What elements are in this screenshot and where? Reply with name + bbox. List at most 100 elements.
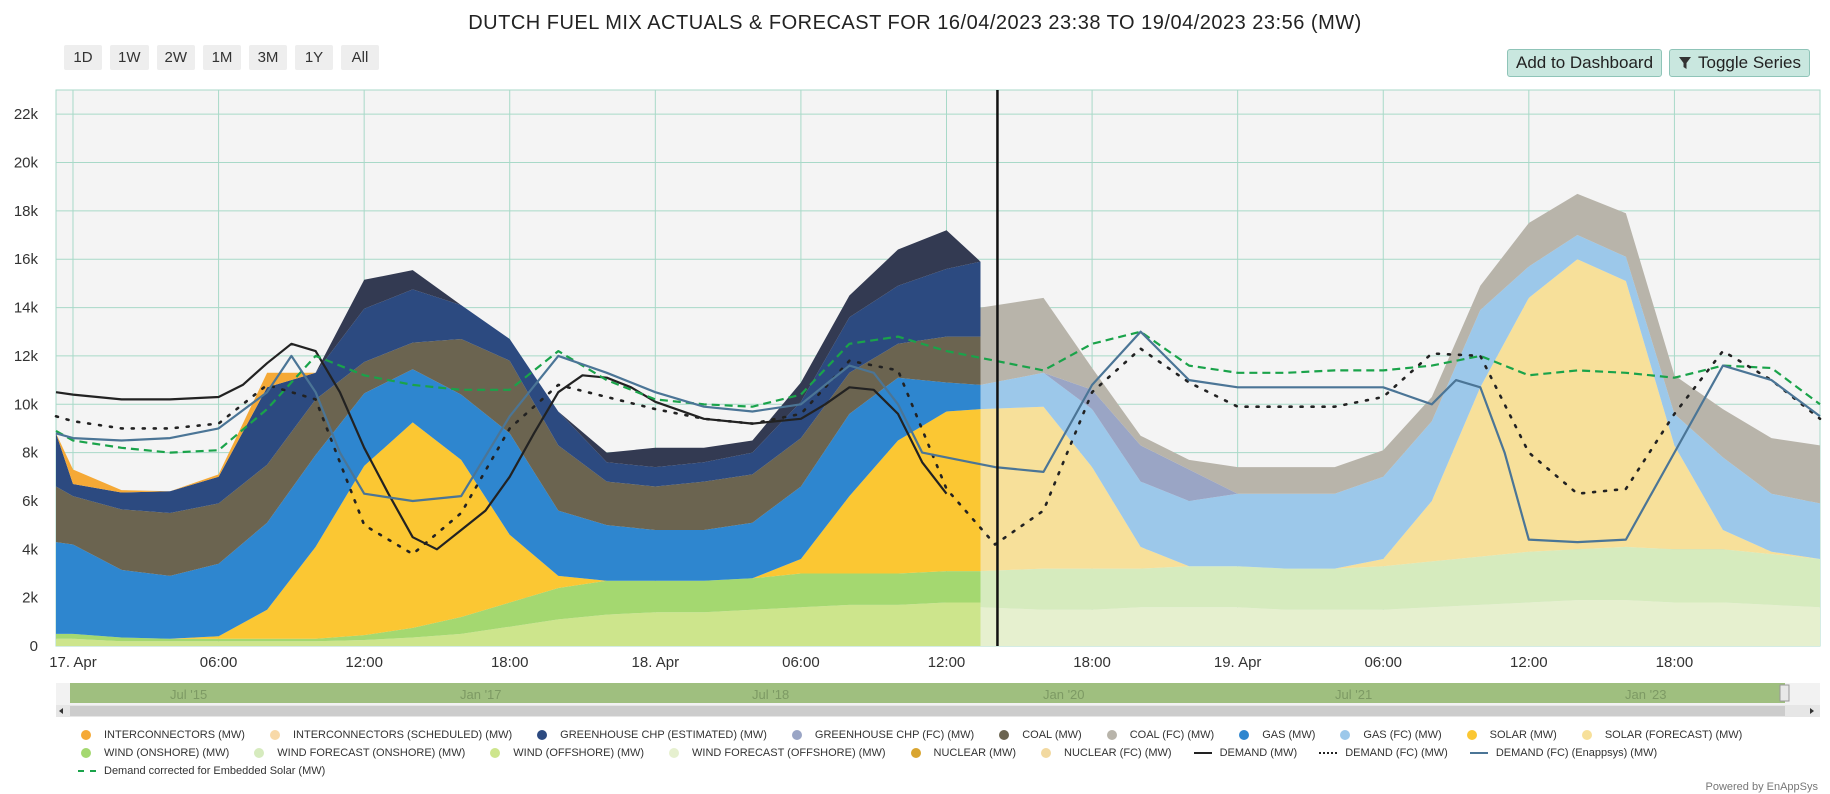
range-1m-button[interactable]: 1M (203, 45, 241, 70)
legend-item[interactable]: SOLAR (MW) (1464, 728, 1557, 742)
legend-swatch-icon (78, 747, 96, 759)
legend-label: INTERCONNECTORS (MW) (104, 729, 245, 741)
legend-item[interactable]: COAL (MW) (996, 728, 1082, 742)
legend: INTERCONNECTORS (MW) INTERCONNECTORS (SCH… (78, 728, 1798, 782)
forecast-area-gas-fc-mw (980, 235, 1820, 569)
legend-swatch-icon (1236, 729, 1254, 741)
legend-label: DEMAND (MW) (1219, 747, 1298, 759)
x-tick-label: 12:00 (1510, 654, 1548, 671)
navigator-handle (1779, 684, 1790, 702)
legend-swatch-icon (1193, 747, 1212, 759)
x-tick-label: 12:00 (928, 654, 966, 671)
range-1y-button[interactable]: 1Y (295, 45, 333, 70)
legend-label: SOLAR (MW) (1489, 729, 1557, 741)
legend-swatch-icon (1579, 729, 1597, 741)
legend-swatch-icon (78, 729, 96, 741)
legend-item[interactable]: SOLAR (FORECAST) (MW) (1579, 728, 1743, 742)
legend-item[interactable]: Demand corrected for Embedded Solar (MW) (78, 764, 325, 778)
navigator-date-label: Jan '17 (460, 687, 502, 702)
legend-label: GAS (MW) (1262, 729, 1316, 741)
legend-label: WIND FORECAST (ONSHORE) (MW) (277, 747, 466, 759)
legend-swatch-icon (78, 765, 96, 777)
legend-swatch-icon (534, 729, 552, 741)
legend-item[interactable]: WIND FORECAST (ONSHORE) (MW) (251, 746, 465, 760)
range-2w-button[interactable]: 2W (156, 45, 195, 70)
legend-item[interactable]: NUCLEAR (MW) (908, 746, 1016, 760)
navigator[interactable]: Jul '15 Jan '17 Jul '18 Jan '20 Jul '21 Jan '… (56, 683, 1820, 717)
add-to-dashboard-button[interactable]: Add to Dashboard (1507, 49, 1663, 77)
navigator-scrollbar-thumb (70, 706, 1785, 716)
legend-row: Demand corrected for Embedded Solar (MW) (78, 764, 1798, 778)
y-tick-label: 0 (30, 638, 38, 655)
x-tick-label: 06:00 (1364, 654, 1402, 671)
legend-label: Demand corrected for Embedded Solar (MW) (104, 765, 326, 777)
scroll-right-icon (1810, 708, 1814, 714)
x-tick-label: 18. Apr (632, 654, 680, 671)
y-tick-label: 2k (22, 590, 38, 607)
legend-item[interactable]: WIND (ONSHORE) (MW) (78, 746, 229, 760)
legend-label: GREENHOUSE CHP (FC) (MW) (814, 729, 975, 741)
powered-by: Powered by EnAppSys (1705, 781, 1818, 793)
stacked-areas (56, 193, 1820, 646)
legend-item[interactable]: WIND FORECAST (OFFSHORE) (MW) (666, 746, 886, 760)
legend-item[interactable]: GREENHOUSE CHP (ESTIMATED) (MW) (534, 728, 767, 742)
forecast-area-coal-fc-mw (980, 193, 1820, 504)
legend-item[interactable]: INTERCONNECTORS (MW) (78, 728, 245, 742)
legend-item[interactable]: COAL (FC) (MW) (1104, 728, 1215, 742)
y-tick-label: 4k (22, 541, 38, 558)
legend-swatch-icon (1038, 747, 1056, 759)
y-tick-label: 14k (14, 300, 39, 317)
legend-item[interactable]: NUCLEAR (FC) (MW) (1038, 746, 1172, 760)
range-all-button[interactable]: All (341, 45, 379, 70)
y-tick-label: 18k (14, 203, 39, 220)
x-tick-label: 06:00 (200, 654, 238, 671)
fuel-mix-chart[interactable]: 0 2k 4k 6k 8k 10k 12k 14k 16k 18k 20k 22k 17. Apr 06:… (0, 80, 1830, 726)
forecast-area-wind-forecast-onshore-mw (980, 546, 1820, 610)
navigator-date-label: Jul '15 (170, 687, 207, 702)
legend-label: WIND (OFFSHORE) (MW) (513, 747, 645, 759)
navigator-date-label: Jan '23 (1625, 687, 1667, 702)
legend-label: SOLAR (FORECAST) (MW) (1604, 729, 1743, 741)
legend-item[interactable]: GAS (FC) (MW) (1337, 728, 1442, 742)
actual-area-solar-mw (56, 409, 981, 639)
legend-swatch-icon (487, 747, 505, 759)
legend-swatch-icon (251, 747, 269, 759)
legend-item[interactable]: DEMAND (MW) (1193, 746, 1298, 760)
range-1d-button[interactable]: 1D (64, 45, 102, 70)
chart-title: DUTCH FUEL MIX ACTUALS & FORECAST FOR 16… (468, 12, 1362, 34)
range-3m-button[interactable]: 3M (249, 45, 287, 70)
y-tick-label: 8k (22, 445, 38, 462)
actual-area-wind-offshore-mw (56, 602, 981, 646)
x-tick-label: 18:00 (491, 654, 529, 671)
legend-swatch-icon (908, 747, 926, 759)
x-tick-label: 06:00 (782, 654, 820, 671)
filter-icon (1679, 57, 1691, 69)
legend-item[interactable]: INTERCONNECTORS (SCHEDULED) (MW) (267, 728, 512, 742)
scroll-left-icon (59, 708, 63, 714)
legend-item[interactable]: DEMAND (FC) (MW) (1319, 746, 1448, 760)
toggle-series-button[interactable]: Toggle Series (1669, 49, 1811, 77)
legend-label: DEMAND (FC) (MW) (1345, 747, 1448, 759)
demand-lines (54, 90, 1822, 646)
legend-label: WIND FORECAST (OFFSHORE) (MW) (692, 747, 886, 759)
x-tick-label: 19. Apr (1214, 654, 1262, 671)
range-1w-button[interactable]: 1W (110, 45, 149, 70)
legend-label: COAL (FC) (MW) (1129, 729, 1215, 741)
y-tick-label: 10k (14, 396, 39, 413)
line-demand-fc-enappsys-mw (55, 330, 1821, 544)
legend-item[interactable]: GREENHOUSE CHP (FC) (MW) (789, 728, 974, 742)
legend-swatch-icon (1469, 747, 1488, 759)
legend-item[interactable]: GAS (MW) (1236, 728, 1315, 742)
legend-swatch-icon (996, 729, 1014, 741)
legend-item[interactable]: WIND (OFFSHORE) (MW) (487, 746, 644, 760)
actual-area-wind-onshore-mw (56, 571, 981, 642)
line-demand-fc-mw (54, 347, 1822, 556)
legend-item[interactable]: DEMAND (FC) (Enappsys) (MW) (1469, 746, 1657, 760)
x-tick-label: 12:00 (345, 654, 383, 671)
forecast-area-solar-forecast-mw (980, 259, 1820, 572)
legend-swatch-icon (666, 747, 684, 759)
toggle-series-label: Toggle Series (1698, 53, 1802, 72)
legend-label: COAL (MW) (1022, 729, 1082, 741)
legend-swatch-icon (1319, 747, 1338, 759)
legend-label: GAS (FC) (MW) (1363, 729, 1442, 741)
